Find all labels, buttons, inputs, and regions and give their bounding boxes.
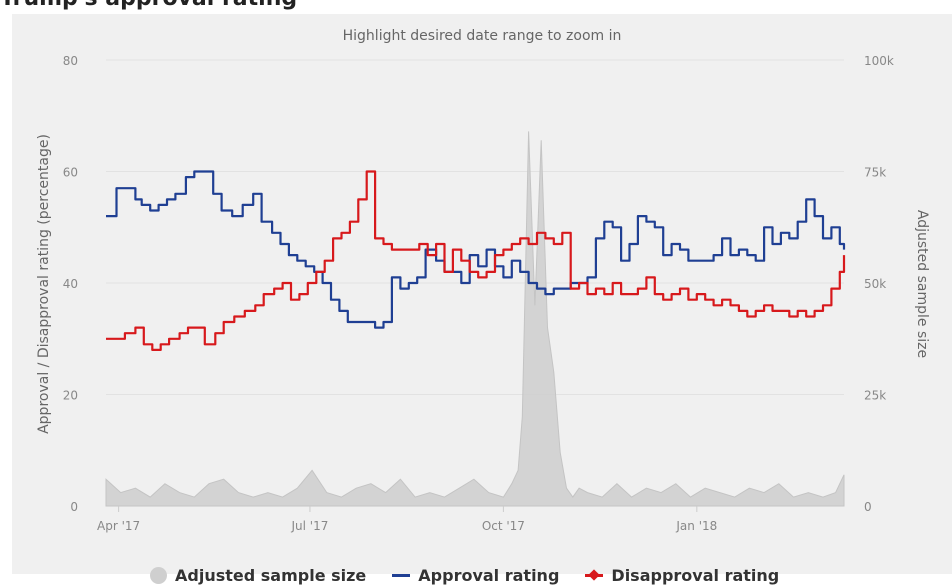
legend-item-sample-size[interactable]: Adjusted sample size (150, 566, 366, 585)
sample-size-area (105, 131, 845, 507)
area-swatch-icon (150, 566, 167, 584)
y-right-axis-label: Adjusted sample size (914, 210, 930, 358)
x-tick-label: Apr '17 (97, 519, 140, 533)
legend-label-disapproval: Disapproval rating (611, 565, 780, 585)
approval-rating-line (106, 170, 846, 329)
disapproval-rating-line (106, 170, 846, 351)
y-left-tick-label: 20 (63, 389, 78, 403)
legend-label-approval: Approval rating (418, 565, 560, 585)
y-right-tick-label: 75k (864, 166, 886, 180)
y-left-tick-label: 40 (63, 277, 78, 291)
chart-legend: Adjusted sample size Approval rating Dis… (150, 563, 779, 587)
x-tick-label: Oct '17 (482, 519, 525, 533)
page-title: Trump's approval rating (0, 0, 297, 11)
y-left-tick-label: 80 (63, 54, 78, 68)
rating-lines-group (106, 170, 846, 351)
y-left-tick-label: 60 (63, 166, 78, 180)
chart-svg[interactable]: 0 20 40 60 80 0 25k 50k 75k 100k Apr '17 Jul '17 Oct… (12, 14, 952, 574)
legend-item-approval[interactable]: Approval rating (392, 566, 559, 585)
x-tick-label: Jan '18 (675, 519, 717, 533)
y-right-tick-label: 100k (864, 54, 894, 68)
legend-label-sample-size: Adjusted sample size (175, 565, 367, 585)
line-diamond-swatch-icon (585, 568, 604, 581)
y-right-tick-label: 50k (864, 277, 886, 291)
y-left-axis-label: Approval / Disapproval rating (percentag… (36, 134, 52, 434)
chart-panel[interactable]: 0 20 40 60 80 0 25k 50k 75k 100k Apr '17 Jul '17 Oct… (12, 14, 952, 574)
chart-title: Highlight desired date range to zoom in (343, 28, 622, 44)
x-tick-label: Jul '17 (291, 519, 329, 533)
y-right-tick-label: 25k (864, 389, 886, 403)
line-swatch-icon (392, 573, 411, 577)
sample-size-area-group (105, 131, 845, 507)
axes-group: 0 20 40 60 80 0 25k 50k 75k 100k Apr '17 Jul '17 Oct… (63, 54, 894, 533)
legend-item-disapproval[interactable]: Disapproval rating (585, 566, 779, 585)
y-right-tick-label: 0 (864, 500, 872, 514)
y-left-tick-label: 0 (70, 500, 78, 514)
